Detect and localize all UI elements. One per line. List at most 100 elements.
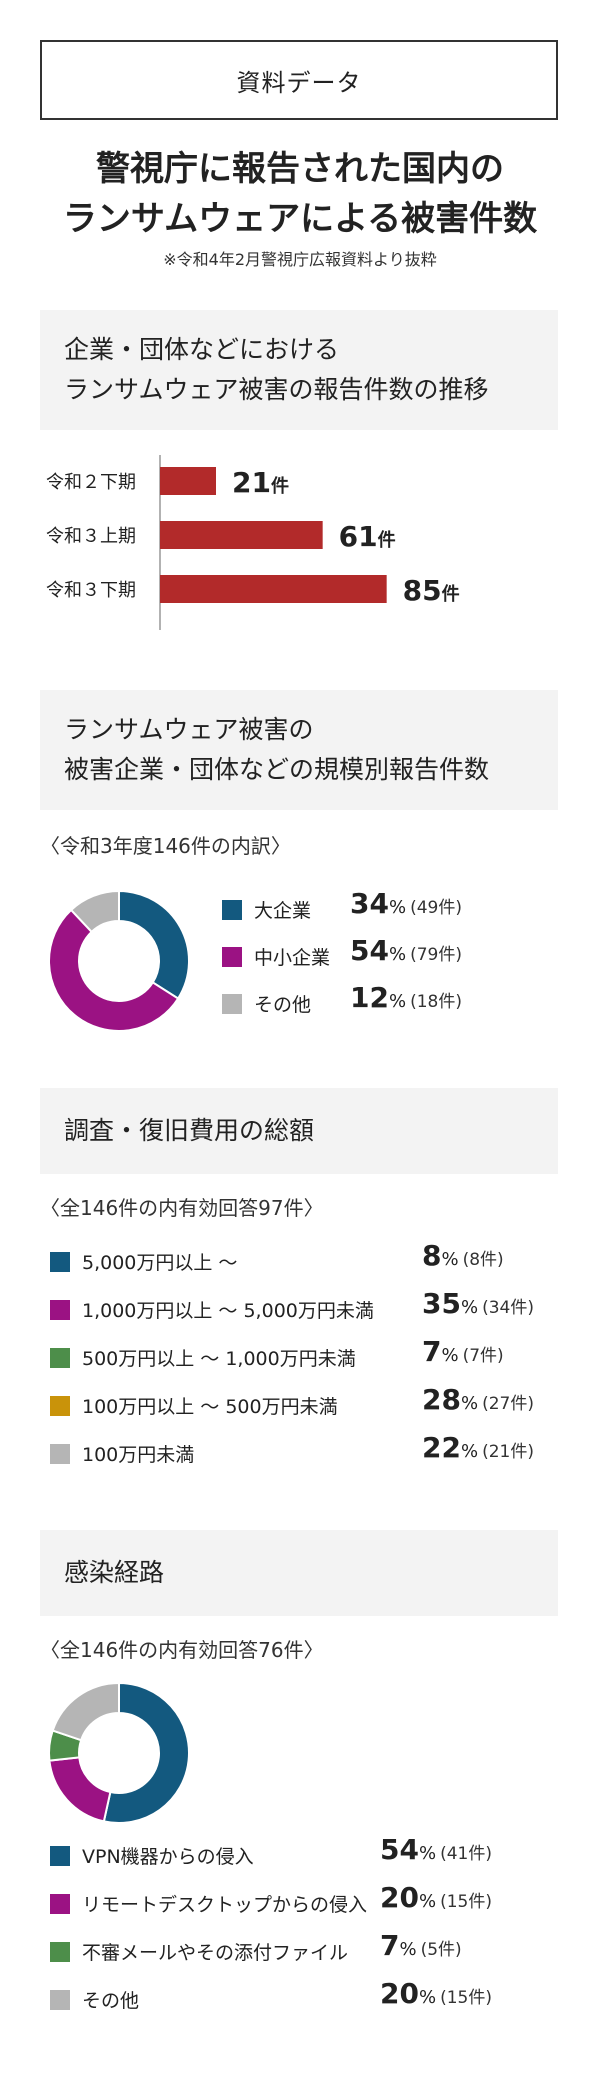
percent-value: 8%: [422, 1239, 459, 1272]
percent-unit: %: [418, 1987, 437, 2008]
legend-value: 54% (79件): [350, 934, 462, 967]
legend-item: 中小企業: [222, 943, 330, 970]
section-heading-line: ランサムウェア被害の報告件数の推移: [64, 375, 489, 404]
bar-category-label: 令和２下期: [46, 472, 136, 493]
legend-swatch: [222, 899, 242, 920]
count-value: (15件): [440, 1892, 492, 1912]
legend-value: 28% (27件): [422, 1383, 534, 1416]
count-value: (18件): [410, 992, 462, 1012]
legend-swatch: [222, 993, 242, 1014]
legend-swatch: [50, 1989, 70, 2010]
cost-breakdown-list: 5,000万円以上 ～ 8% (8件) 1,000万円以上 ～ 5,000万円未満 35…: [50, 1239, 560, 1488]
legend-value: 8% (8件): [422, 1239, 504, 1272]
legend-value: 20% (15件): [380, 1881, 492, 1914]
legend-label: 100万円未満: [82, 1444, 195, 1466]
section-subtitle: 〈令和3年度146件の内訳〉: [40, 834, 291, 858]
bar-category-label: 令和３下期: [46, 580, 136, 601]
legend-swatch: [50, 1299, 70, 1320]
company-size-legend: 大企業 34% (49件) 中小企業 54% (79件) その他 12% (18件): [222, 887, 562, 1036]
percent-value: 35%: [422, 1287, 479, 1320]
legend-value: 7% (7件): [422, 1335, 504, 1368]
percent-value: 22%: [422, 1431, 479, 1464]
percent-value: 20%: [380, 1977, 437, 2010]
legend-item: その他: [50, 1986, 139, 2013]
legend-value: 20% (15件): [380, 1977, 492, 2010]
legend-swatch: [222, 946, 242, 967]
section-heading-infection-route: 感染経路: [40, 1530, 558, 1616]
count-value: (8件): [462, 1250, 504, 1270]
donut-slice: [69, 889, 120, 934]
legend-item: 500万円以上 ～ 1,000万円未満: [50, 1344, 356, 1371]
donut-slice: [118, 889, 190, 1000]
section-heading-line: 被害企業・団体などの規模別報告件数: [64, 755, 490, 784]
donut-slice: [48, 1756, 112, 1823]
source-note: ※令和4年2月警視庁広報資料より抜粋: [163, 250, 437, 269]
donut-slice: [48, 908, 180, 1032]
legend-label: リモートデスクトップからの侵入: [82, 1894, 368, 1916]
bar-value-label: 85件: [403, 574, 460, 607]
legend-item: 5,000万円以上 ～: [50, 1248, 237, 1275]
percent-unit: %: [388, 991, 407, 1012]
infection-route-legend: VPN機器からの侵入 54% (41件) リモートデスクトップからの侵入 20% (15件…: [50, 1833, 560, 2042]
bar: [160, 467, 216, 495]
donut-slice: [51, 1681, 120, 1742]
count-value: (34件): [482, 1298, 534, 1318]
legend-swatch: [50, 1443, 70, 1464]
count-value: (5件): [420, 1940, 462, 1960]
section-heading-line: 感染経路: [64, 1558, 165, 1587]
percent-value: 54%: [350, 934, 407, 967]
percent-unit: %: [418, 1891, 437, 1912]
count-value: (27件): [482, 1394, 534, 1414]
bar-value-label: 21件: [232, 466, 289, 499]
donut-slice: [102, 1681, 190, 1824]
legend-value: 12% (18件): [350, 981, 462, 1014]
section-heading-cost: 調査・復旧費用の総額: [40, 1088, 558, 1174]
percent-value: 7%: [422, 1335, 459, 1368]
percent-value: 12%: [350, 981, 407, 1014]
legend-item: 100万円以上 ～ 500万円未満: [50, 1392, 338, 1419]
legend-label: その他: [254, 994, 312, 1016]
percent-value: 28%: [422, 1383, 479, 1416]
legend-label: VPN機器からの侵入: [82, 1846, 254, 1868]
legend-value: 7% (5件): [380, 1929, 462, 1962]
infection-route-donut-chart: [48, 1681, 190, 1824]
percent-value: 54%: [380, 1833, 437, 1866]
percent-unit: %: [399, 1939, 417, 1960]
percent-unit: %: [460, 1393, 479, 1414]
percent-value: 34%: [350, 887, 407, 920]
legend-item: リモートデスクトップからの侵入: [50, 1890, 367, 1917]
legend-value: 22% (21件): [422, 1431, 534, 1464]
section-subtitle: 〈全146件の内有効回答76件〉: [40, 1638, 324, 1662]
count-value: (49件): [410, 898, 462, 918]
bar-category-label: 令和３上期: [46, 526, 136, 547]
section-heading-trend: 企業・団体などにおける ランサムウェア被害の報告件数の推移: [40, 310, 558, 430]
bar-value-label: 61件: [339, 520, 396, 553]
bar: [160, 521, 323, 549]
count-value: (7件): [462, 1346, 504, 1366]
legend-label: その他: [82, 1990, 140, 2012]
legend-label: 500万円以上 ～ 1,000万円未満: [82, 1348, 356, 1370]
count-value: (21件): [482, 1442, 534, 1462]
legend-item: 100万円未満: [50, 1440, 194, 1467]
percent-value: 20%: [380, 1881, 437, 1914]
legend-swatch: [50, 1845, 70, 1866]
legend-label: 不審メールやその添付ファイル: [82, 1942, 349, 1964]
count-value: (41件): [440, 1844, 492, 1864]
section-heading-company-size: ランサムウェア被害の 被害企業・団体などの規模別報告件数: [40, 690, 558, 810]
section-heading-line: 調査・復旧費用の総額: [64, 1116, 315, 1145]
percent-value: 7%: [380, 1929, 417, 1962]
legend-swatch: [50, 1893, 70, 1914]
legend-label: 5,000万円以上 ～: [82, 1252, 238, 1274]
company-size-donut-chart: [48, 889, 190, 1032]
section-subtitle: 〈全146件の内有効回答97件〉: [40, 1196, 324, 1220]
percent-unit: %: [460, 1297, 479, 1318]
legend-label: 100万円以上 ～ 500万円未満: [82, 1396, 338, 1418]
page-title-line1: 警視庁に報告された国内の: [96, 149, 504, 189]
legend-item: 大企業: [222, 896, 311, 923]
legend-item: その他: [222, 990, 311, 1017]
section-heading-line: 企業・団体などにおける: [64, 335, 340, 364]
legend-label: 1,000万円以上 ～ 5,000万円未満: [82, 1300, 374, 1322]
legend-swatch: [50, 1251, 70, 1272]
count-value: (15件): [440, 1988, 492, 2008]
